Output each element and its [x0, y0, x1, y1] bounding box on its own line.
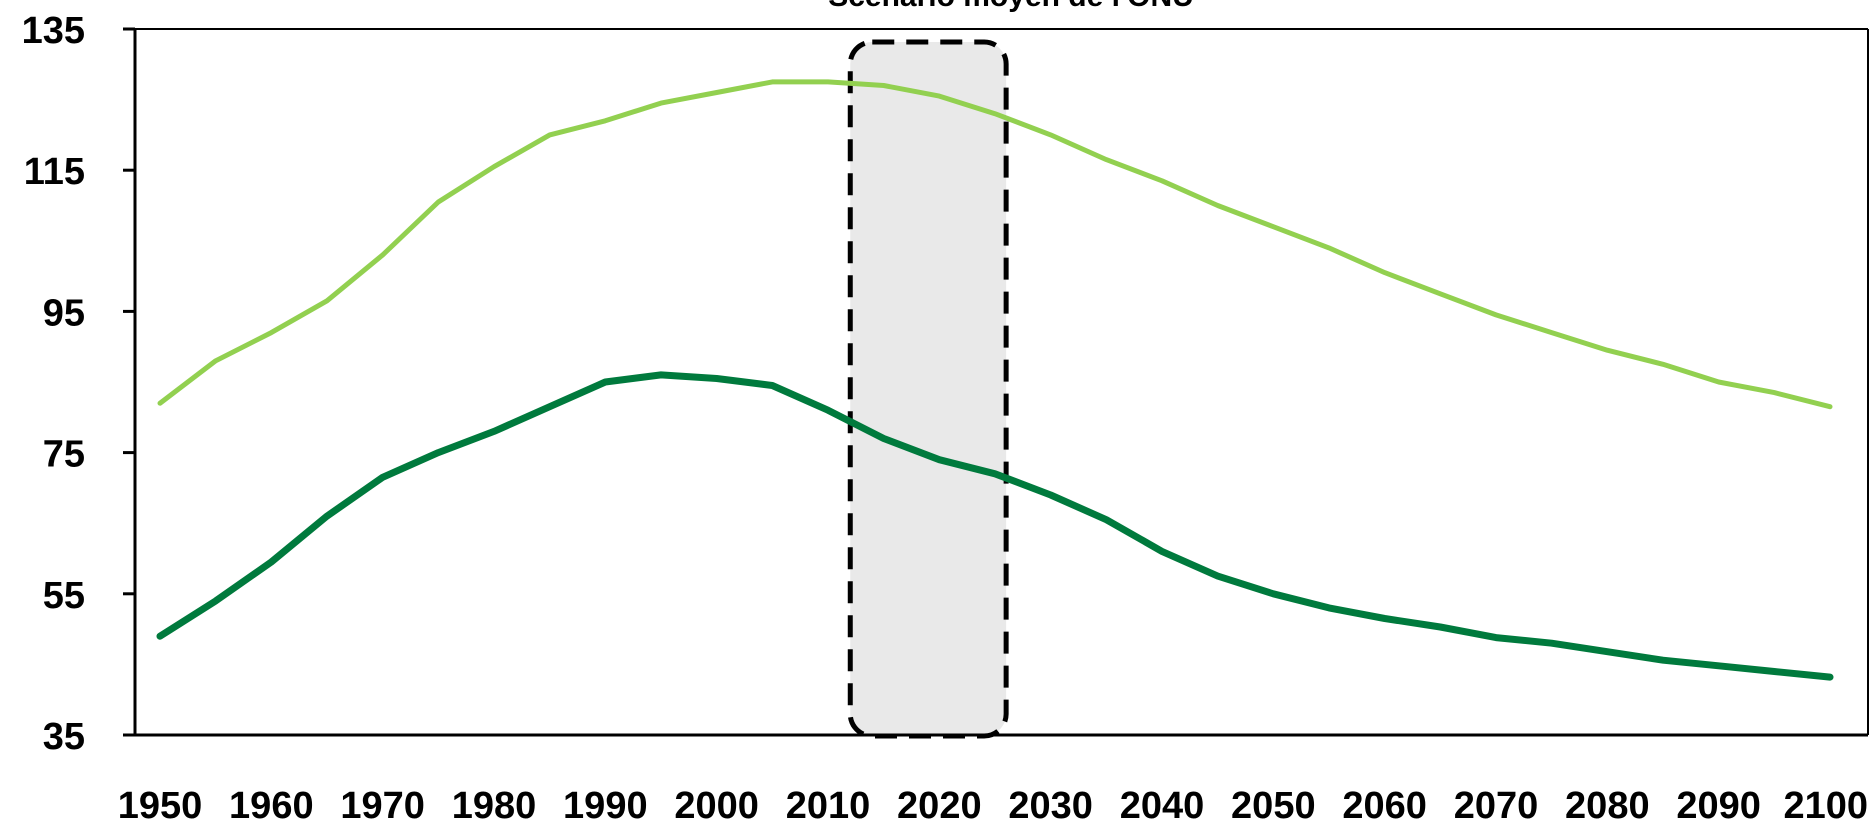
data-point — [1718, 382, 1719, 383]
x-tick-label: 2090 — [1676, 785, 1761, 821]
data-point — [382, 254, 383, 255]
data-point — [1496, 314, 1497, 315]
data-point — [1718, 665, 1719, 666]
data-point — [1384, 618, 1385, 619]
data-point — [1830, 406, 1831, 407]
data-point — [327, 516, 328, 517]
data-point — [1440, 626, 1441, 627]
series-line-1 — [157, 79, 1833, 410]
data-point — [883, 438, 884, 439]
data-point — [549, 134, 550, 135]
data-point — [995, 473, 996, 474]
data-point — [939, 96, 940, 97]
data-point — [271, 562, 272, 563]
data-point — [494, 166, 495, 167]
x-tick-label: 2070 — [1454, 785, 1539, 821]
x-tick-label: 1970 — [340, 785, 425, 821]
data-point — [995, 113, 996, 114]
data-point — [1551, 643, 1552, 644]
data-point — [1440, 293, 1441, 294]
y-tick-label: 35 — [43, 716, 85, 758]
x-tick-label: 1980 — [452, 785, 537, 821]
data-point — [1050, 494, 1051, 495]
data-point — [1607, 350, 1608, 351]
data-point — [1551, 332, 1552, 333]
highlight-region — [847, 39, 1009, 739]
series-line-2 — [156, 371, 1834, 681]
data-point — [661, 103, 662, 104]
data-point — [215, 360, 216, 361]
data-point — [828, 81, 829, 82]
x-tick-label: 2040 — [1120, 785, 1205, 821]
chart-title: Scénario moyen de l'ONU — [828, 0, 1194, 13]
data-point — [1106, 159, 1107, 160]
data-point — [1663, 660, 1664, 661]
data-point — [772, 385, 773, 386]
x-tick-label: 2000 — [674, 785, 759, 821]
y-tick-label: 55 — [43, 575, 85, 617]
data-point — [605, 120, 606, 121]
x-tick-label: 2080 — [1565, 785, 1650, 821]
data-point — [716, 92, 717, 93]
data-point — [327, 300, 328, 301]
data-point — [1162, 180, 1163, 181]
data-point — [1329, 607, 1330, 608]
data-point — [1106, 519, 1107, 520]
data-point — [382, 477, 383, 478]
data-point — [1273, 226, 1274, 227]
data-point — [1273, 593, 1274, 594]
x-tick-label: 1960 — [229, 785, 314, 821]
data-point — [883, 85, 884, 86]
data-point — [1774, 671, 1775, 672]
data-point — [661, 374, 662, 375]
data-point — [215, 600, 216, 601]
data-point — [160, 403, 161, 404]
data-point — [549, 406, 550, 407]
y-tick-label: 75 — [43, 434, 85, 476]
data-point — [1774, 392, 1775, 393]
data-point — [1162, 551, 1163, 552]
x-tick-label: 1990 — [563, 785, 648, 821]
data-point — [1830, 677, 1831, 678]
x-tick-label: 2100 — [1783, 785, 1868, 821]
data-point — [271, 332, 272, 333]
y-tick-label: 95 — [43, 292, 85, 334]
data-point — [494, 431, 495, 432]
data-point — [828, 410, 829, 411]
x-tick-label: 1950 — [118, 785, 203, 821]
data-point — [716, 378, 717, 379]
x-tick-label: 2030 — [1008, 785, 1093, 821]
x-tick-label: 2050 — [1231, 785, 1316, 821]
data-point — [1217, 576, 1218, 577]
x-tick-label: 2010 — [786, 785, 871, 821]
data-point — [438, 452, 439, 453]
data-point — [1663, 364, 1664, 365]
data-point — [1217, 205, 1218, 206]
data-point — [1050, 134, 1051, 135]
data-point — [1329, 247, 1330, 248]
data-point — [772, 81, 773, 82]
x-tick-label: 2060 — [1342, 785, 1427, 821]
y-tick-label: 135 — [22, 10, 85, 52]
data-point — [939, 459, 940, 460]
data-point — [438, 201, 439, 202]
data-point — [160, 636, 161, 637]
y-tick-label: 115 — [24, 151, 85, 193]
data-point — [1496, 637, 1497, 638]
data-point — [605, 382, 606, 383]
x-tick-label: 2020 — [897, 785, 982, 821]
data-point — [1384, 272, 1385, 273]
data-point — [1607, 651, 1608, 652]
